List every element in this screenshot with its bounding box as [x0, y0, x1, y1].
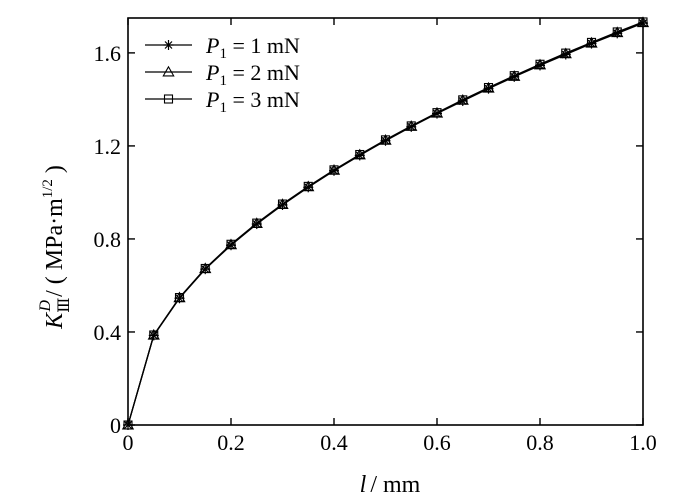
series-3-point	[277, 199, 288, 209]
legend-label: P1 = 3 mN	[205, 87, 300, 116]
y-axis-unit-suffix: )	[42, 165, 68, 179]
series-1	[123, 18, 648, 430]
series-3-point	[174, 293, 185, 303]
series-2-point	[611, 26, 624, 38]
legend-var: P	[205, 87, 219, 112]
legend-marker	[163, 40, 174, 50]
legend-sub: 1	[219, 46, 227, 62]
x-tick-label: 0.4	[320, 430, 348, 455]
series-3-point	[561, 48, 571, 58]
y-axis-unit-prefix: / ( MPa·m	[42, 198, 68, 297]
y-axis-label: KⅢD / ( MPa·m1/2 )	[37, 165, 73, 330]
x-tick-label: 0	[123, 430, 134, 455]
legend-item-2: P1 = 2 mN	[145, 60, 300, 89]
series-3-point	[458, 95, 468, 105]
x-tick-label: 1.0	[629, 430, 657, 455]
legend-rest: = 2 mN	[227, 60, 300, 85]
legend-rest: = 1 mN	[227, 33, 300, 58]
series-2-point	[559, 47, 572, 59]
x-axis-unit: / mm	[370, 472, 420, 498]
y-axis-sup: D	[37, 299, 54, 312]
series-3-point	[406, 121, 416, 131]
x-tick-label: 0.6	[423, 430, 451, 455]
series-3-point	[200, 263, 210, 274]
series-2-point	[482, 81, 495, 93]
y-axis-unit-exp: 1/2	[40, 179, 56, 198]
legend-marker	[163, 94, 174, 104]
series-2-point	[508, 70, 521, 81]
plot-frame	[127, 17, 644, 426]
legend-item-3: P1 = 3 mN	[145, 87, 300, 116]
series-2-point	[585, 36, 598, 48]
series-2-point	[533, 58, 547, 70]
y-tick-label: 0	[110, 413, 121, 438]
legend-label: P1 = 2 mN	[205, 60, 300, 89]
legend-sub: 1	[219, 73, 227, 89]
legend-var: P	[205, 60, 219, 85]
series-3-point	[252, 218, 262, 228]
y-tick-label: 1.6	[94, 41, 122, 66]
series-3-point	[303, 181, 313, 191]
tick-labels: 0 0.2 0.4 0.6 0.8 1.0 0 0.4 0.8 1.2 1.6	[94, 41, 657, 455]
y-tick-label: 0.4	[94, 320, 122, 345]
legend-var: P	[205, 33, 219, 58]
x-axis-label: l / mm	[360, 472, 421, 498]
series-3-point	[226, 239, 236, 249]
x-axis-var: l	[360, 472, 367, 498]
series-2	[121, 16, 650, 430]
legend-marker	[162, 65, 175, 77]
series-3	[123, 17, 648, 430]
series-3-point	[586, 37, 597, 47]
y-tick-label: 0.8	[94, 227, 122, 252]
series-3-line	[127, 21, 644, 426]
series-layer	[121, 16, 650, 430]
legend-item-1: P1 = 1 mN	[145, 33, 300, 62]
series-3-point	[483, 82, 494, 93]
legend-rest: = 3 mN	[227, 87, 300, 112]
legend-marker-stroke	[164, 41, 173, 49]
series-3-point	[509, 71, 519, 81]
y-axis-var: K	[42, 311, 68, 330]
legend-sub: 1	[219, 100, 227, 116]
series-3-point	[380, 135, 391, 145]
y-tick-label: 1.2	[94, 134, 122, 159]
series-3-point	[329, 165, 339, 175]
legend-label: P1 = 1 mN	[205, 33, 300, 62]
x-tick-label: 0.8	[526, 430, 554, 455]
axis-ticks	[127, 18, 644, 426]
x-tick-label: 0.2	[217, 430, 245, 455]
series-3-point	[612, 27, 622, 37]
series-3-point	[432, 108, 442, 118]
series-3-point	[355, 149, 365, 160]
series-3-point	[149, 330, 159, 340]
y-axis-sub: Ⅲ	[56, 297, 73, 312]
series-3-point	[535, 59, 545, 69]
